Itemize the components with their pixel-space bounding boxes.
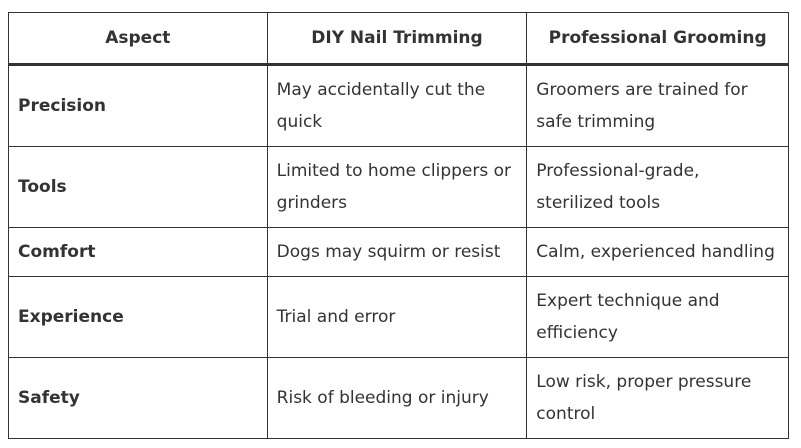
diy-cell: Risk of bleeding or injury	[266, 357, 528, 439]
professional-cell: Low risk, proper pressure control	[526, 357, 789, 439]
header-aspect: Aspect	[8, 12, 268, 66]
table-row: Precision May accidentally cut the quick…	[8, 64, 789, 147]
aspect-cell: Safety	[8, 357, 268, 439]
diy-cell: Dogs may squirm or resist	[266, 227, 528, 277]
header-diy: DIY Nail Trimming	[266, 12, 528, 66]
diy-cell: May accidentally cut the quick	[266, 64, 528, 147]
table-row: Tools Limited to home clippers or grinde…	[8, 146, 789, 228]
aspect-cell: Experience	[8, 276, 268, 358]
header-professional: Professional Grooming	[526, 12, 789, 66]
diy-cell: Limited to home clippers or grinders	[266, 146, 528, 228]
professional-cell: Professional-grade, sterilized tools	[526, 146, 789, 228]
professional-cell: Expert technique and efficiency	[526, 276, 789, 358]
professional-cell: Calm, experienced handling	[526, 227, 789, 277]
header-row: Aspect DIY Nail Trimming Professional Gr…	[8, 12, 789, 66]
table-row: Experience Trial and error Expert techni…	[8, 276, 789, 358]
diy-cell: Trial and error	[266, 276, 528, 358]
professional-cell: Groomers are trained for safe trimming	[526, 64, 789, 147]
table-row: Comfort Dogs may squirm or resist Calm, …	[8, 227, 789, 277]
aspect-cell: Tools	[8, 146, 268, 228]
table-row: Safety Risk of bleeding or injury Low ri…	[8, 357, 789, 439]
comparison-table: Aspect DIY Nail Trimming Professional Gr…	[8, 12, 789, 439]
aspect-cell: Precision	[8, 64, 268, 147]
aspect-cell: Comfort	[8, 227, 268, 277]
